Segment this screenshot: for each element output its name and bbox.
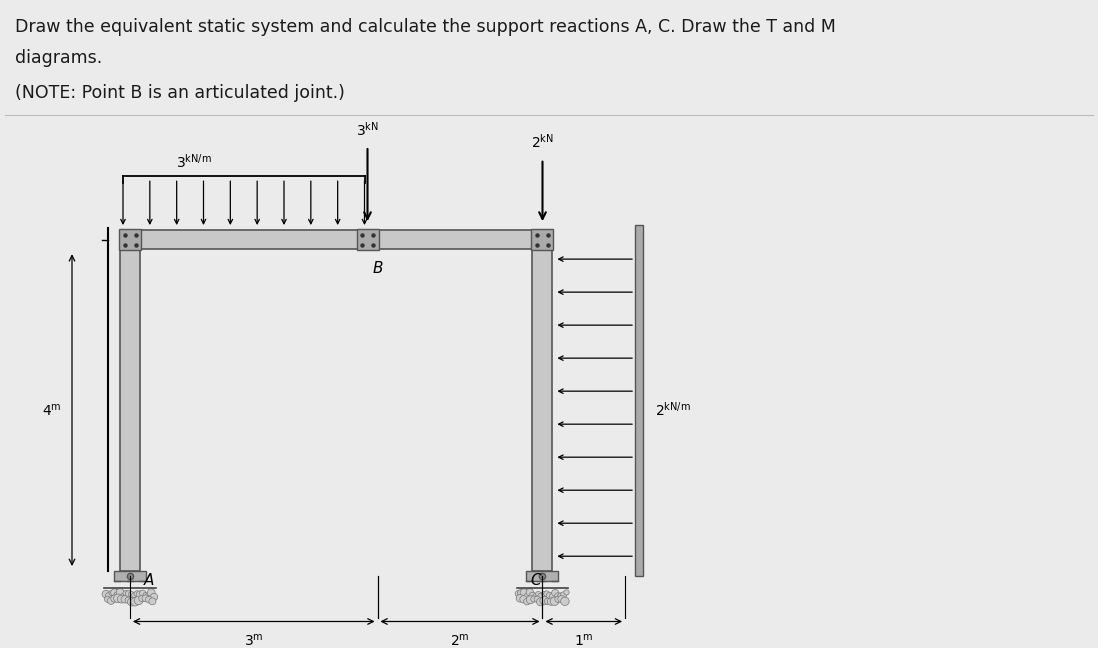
Text: C: C (530, 573, 541, 588)
Bar (114, 571, 146, 581)
Circle shape (561, 592, 567, 598)
Circle shape (550, 597, 559, 605)
Circle shape (526, 588, 534, 596)
Circle shape (120, 594, 126, 599)
Text: (NOTE: Point B is an articulated joint.): (NOTE: Point B is an articulated joint.) (15, 84, 345, 102)
Circle shape (125, 590, 132, 597)
Circle shape (105, 592, 112, 599)
Text: $3^{\mathregular{kN}}$: $3^{\mathregular{kN}}$ (356, 121, 379, 138)
Circle shape (554, 593, 561, 599)
Circle shape (517, 589, 525, 597)
Circle shape (546, 592, 553, 599)
Text: $3^{\mathregular{kN/m}}$: $3^{\mathregular{kN/m}}$ (177, 153, 212, 170)
Bar (357, 229, 379, 250)
Text: B: B (372, 261, 383, 276)
Circle shape (125, 597, 132, 603)
Circle shape (136, 591, 144, 598)
Circle shape (547, 598, 554, 605)
Text: $2^{\mathregular{kN}}$: $2^{\mathregular{kN}}$ (531, 133, 554, 151)
Text: A: A (144, 573, 155, 588)
Circle shape (113, 594, 122, 603)
Circle shape (516, 594, 524, 602)
Circle shape (123, 590, 128, 596)
Circle shape (540, 596, 549, 605)
Bar (120, 230, 552, 249)
Circle shape (529, 592, 536, 599)
Circle shape (111, 589, 119, 596)
Circle shape (524, 598, 530, 605)
Circle shape (524, 594, 529, 599)
Circle shape (134, 591, 141, 597)
Circle shape (530, 596, 537, 602)
Text: $2^{\mathregular{m}}$: $2^{\mathregular{m}}$ (450, 632, 470, 648)
Circle shape (558, 596, 565, 603)
Text: $2^{\mathregular{kN/m}}$: $2^{\mathregular{kN/m}}$ (656, 401, 691, 419)
Circle shape (536, 592, 541, 597)
Circle shape (150, 594, 158, 601)
Circle shape (549, 594, 556, 599)
Circle shape (538, 593, 545, 600)
Circle shape (558, 593, 564, 599)
Circle shape (142, 595, 149, 602)
Circle shape (544, 591, 550, 597)
Circle shape (146, 596, 153, 603)
Circle shape (515, 590, 522, 597)
Bar (533, 249, 552, 571)
Circle shape (117, 596, 125, 603)
Circle shape (143, 593, 148, 597)
Circle shape (564, 590, 569, 595)
Bar (120, 249, 141, 571)
Circle shape (121, 596, 128, 603)
Circle shape (111, 595, 119, 602)
Circle shape (114, 592, 121, 599)
Circle shape (127, 598, 136, 606)
Text: $4^{\mathregular{m}}$: $4^{\mathregular{m}}$ (43, 402, 61, 418)
Bar (635, 225, 643, 575)
Circle shape (147, 589, 155, 596)
Circle shape (131, 597, 139, 606)
Circle shape (132, 593, 137, 598)
Circle shape (519, 596, 527, 603)
Text: diagrams.: diagrams. (15, 49, 102, 67)
Text: Draw the equivalent static system and calculate the support reactions A, C. Draw: Draw the equivalent static system and ca… (15, 17, 836, 36)
Circle shape (109, 590, 114, 596)
Bar (119, 229, 141, 250)
Circle shape (104, 596, 111, 603)
Circle shape (134, 596, 143, 605)
Circle shape (102, 590, 110, 598)
Circle shape (554, 596, 561, 603)
Circle shape (541, 592, 547, 596)
Circle shape (128, 592, 134, 597)
Circle shape (146, 592, 152, 598)
Text: $3^{\mathregular{m}}$: $3^{\mathregular{m}}$ (244, 632, 264, 648)
Circle shape (551, 590, 559, 596)
Circle shape (537, 597, 545, 606)
Circle shape (138, 596, 145, 601)
Bar (527, 571, 559, 581)
Circle shape (116, 588, 124, 596)
Circle shape (545, 598, 551, 605)
Circle shape (520, 589, 528, 597)
Text: $1^{\mathregular{m}}$: $1^{\mathregular{m}}$ (574, 632, 594, 648)
Circle shape (534, 596, 540, 603)
Circle shape (533, 594, 538, 599)
Circle shape (561, 597, 569, 605)
Circle shape (108, 597, 114, 605)
Circle shape (139, 590, 146, 596)
Circle shape (526, 596, 535, 604)
Circle shape (149, 598, 156, 605)
Bar (531, 229, 553, 250)
